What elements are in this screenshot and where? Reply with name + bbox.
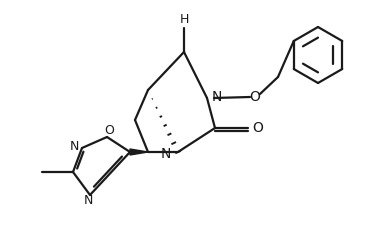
Text: N: N xyxy=(161,147,171,161)
Text: H: H xyxy=(179,13,189,26)
Text: O: O xyxy=(104,123,114,136)
Polygon shape xyxy=(130,149,148,155)
Text: O: O xyxy=(252,121,263,135)
Text: N: N xyxy=(69,140,79,153)
Text: N: N xyxy=(83,194,93,208)
Text: N: N xyxy=(212,90,222,104)
Text: O: O xyxy=(250,90,261,104)
